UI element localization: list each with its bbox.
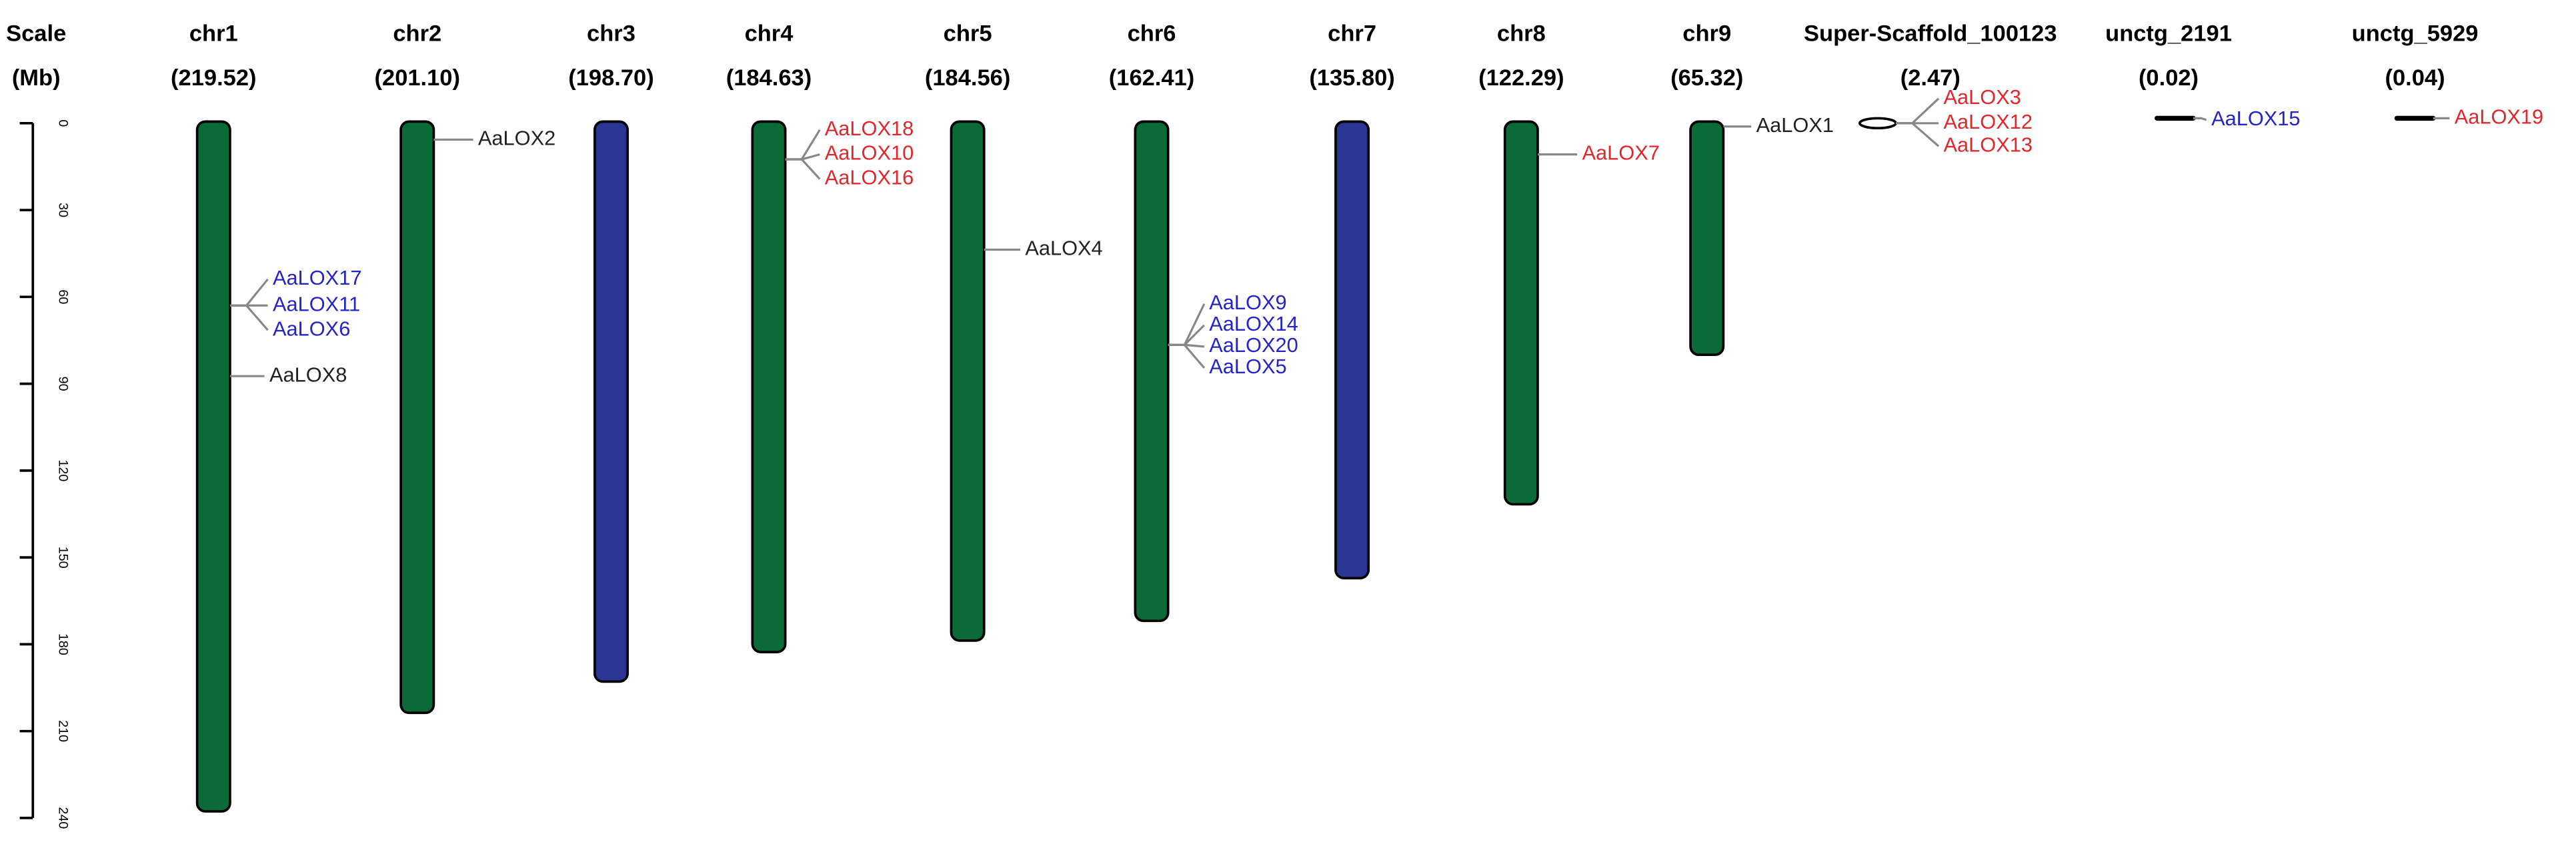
gene-label: AaLOX5 bbox=[1209, 355, 1286, 378]
chromosome bbox=[195, 120, 231, 813]
chromosome-name: chr8 bbox=[1497, 21, 1546, 47]
chromosome bbox=[950, 120, 986, 642]
scale-tick-label: 210 bbox=[56, 720, 71, 742]
chromosome-name: chr7 bbox=[1328, 21, 1376, 47]
gene-label: AaLOX17 bbox=[273, 266, 361, 289]
gene-label: AaLOX3 bbox=[1943, 85, 2021, 109]
gene-connector bbox=[1168, 324, 1205, 346]
gene-connector bbox=[1168, 303, 1206, 346]
chromosome-name: chr5 bbox=[944, 21, 992, 47]
gene-label: AaLOX18 bbox=[825, 117, 914, 140]
scale-tick-label: 0 bbox=[56, 119, 71, 127]
scale-tick-label: 30 bbox=[56, 203, 71, 217]
chromosome-length: (65.32) bbox=[1670, 65, 1743, 91]
gene-label: AaLOX11 bbox=[273, 292, 360, 315]
chromosome-length: (135.80) bbox=[1309, 65, 1394, 91]
gene-connector bbox=[1168, 343, 1206, 369]
scale-tick-label: 120 bbox=[56, 459, 71, 481]
chromosome-name: chr2 bbox=[393, 21, 441, 47]
scale-tick-label: 150 bbox=[56, 547, 71, 569]
chromosome-length: (2.47) bbox=[1900, 65, 1961, 91]
gene-connector bbox=[1896, 97, 1940, 125]
gene-label: AaLOX15 bbox=[2211, 107, 2300, 130]
chromosome-name: chr4 bbox=[745, 21, 794, 47]
chromosome-name: chr6 bbox=[1128, 21, 1176, 47]
chromosome-name: chr9 bbox=[1682, 21, 1731, 47]
gene-connector bbox=[2193, 117, 2207, 121]
gene-label: AaLOX9 bbox=[1209, 291, 1286, 314]
chromosome-length: (162.41) bbox=[1109, 65, 1194, 91]
chromosome-length: (201.10) bbox=[375, 65, 460, 91]
gene-connector bbox=[229, 278, 269, 307]
gene-connector bbox=[785, 158, 821, 180]
gene-label: AaLOX4 bbox=[1025, 237, 1102, 260]
chromosome bbox=[751, 120, 787, 653]
gene-label: AaLOX13 bbox=[1943, 133, 2032, 156]
chromosome-length: (198.70) bbox=[568, 65, 654, 91]
chromosome-length: (219.52) bbox=[171, 65, 256, 91]
chromosome bbox=[1334, 120, 1370, 580]
chromosome bbox=[1134, 120, 1170, 623]
chromosome-name: unctg_2191 bbox=[2105, 21, 2232, 47]
gene-label: AaLOX12 bbox=[1943, 110, 2032, 133]
gene-label: AaLOX7 bbox=[1582, 141, 1659, 165]
scale-title: Scale bbox=[6, 21, 66, 47]
scale-tick-label: 180 bbox=[56, 633, 71, 655]
chromosome-length: (122.29) bbox=[1478, 65, 1564, 91]
scale-tick-label: 60 bbox=[56, 289, 71, 304]
chromosome bbox=[593, 120, 629, 683]
chromosome-length: (184.63) bbox=[726, 65, 812, 91]
chromosome-length: (0.04) bbox=[2385, 65, 2445, 91]
chromosome-length: (0.02) bbox=[2139, 65, 2199, 91]
gene-label: AaLOX1 bbox=[1756, 113, 1834, 137]
chromosome bbox=[1503, 120, 1539, 506]
chromosome bbox=[399, 120, 435, 715]
chromosome-name: chr1 bbox=[189, 21, 238, 47]
chromosome-length: (184.56) bbox=[925, 65, 1010, 91]
chromosome-name: chr3 bbox=[587, 21, 635, 47]
gene-label: AaLOX10 bbox=[825, 141, 914, 165]
chromosome bbox=[1689, 120, 1725, 357]
gene-label: AaLOX6 bbox=[273, 317, 350, 340]
gene-label: AaLOX19 bbox=[2455, 105, 2543, 129]
chromosome bbox=[1858, 117, 1897, 130]
scale-tick-label: 90 bbox=[56, 377, 71, 391]
gene-label: AaLOX2 bbox=[478, 127, 555, 150]
gene-label: AaLOX20 bbox=[1209, 333, 1298, 357]
chromosome-name: unctg_5929 bbox=[2352, 21, 2479, 47]
gene-connector bbox=[229, 304, 269, 331]
chromosome-name: Super-Scaffold_100123 bbox=[1804, 21, 2057, 47]
gene-connector bbox=[1896, 122, 1940, 147]
gene-label: AaLOX8 bbox=[269, 363, 347, 386]
scale-unit: (Mb) bbox=[12, 65, 61, 91]
gene-label: AaLOX14 bbox=[1209, 312, 1298, 335]
scale-tick-label: 240 bbox=[56, 807, 71, 829]
gene-label: AaLOX16 bbox=[825, 166, 914, 189]
